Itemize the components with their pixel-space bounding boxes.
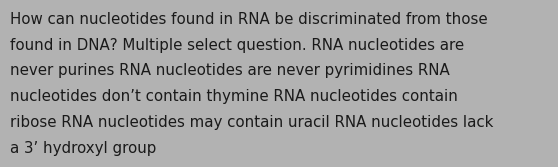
Text: How can nucleotides found in RNA be discriminated from those: How can nucleotides found in RNA be disc… — [10, 12, 488, 27]
Text: nucleotides don’t contain thymine RNA nucleotides contain: nucleotides don’t contain thymine RNA nu… — [10, 89, 458, 104]
Text: a 3’ hydroxyl group: a 3’ hydroxyl group — [10, 141, 156, 156]
Text: ribose RNA nucleotides may contain uracil RNA nucleotides lack: ribose RNA nucleotides may contain uraci… — [10, 115, 493, 130]
Text: found in DNA? Multiple select question. RNA nucleotides are: found in DNA? Multiple select question. … — [10, 38, 464, 53]
Text: never purines RNA nucleotides are never pyrimidines RNA: never purines RNA nucleotides are never … — [10, 63, 450, 78]
